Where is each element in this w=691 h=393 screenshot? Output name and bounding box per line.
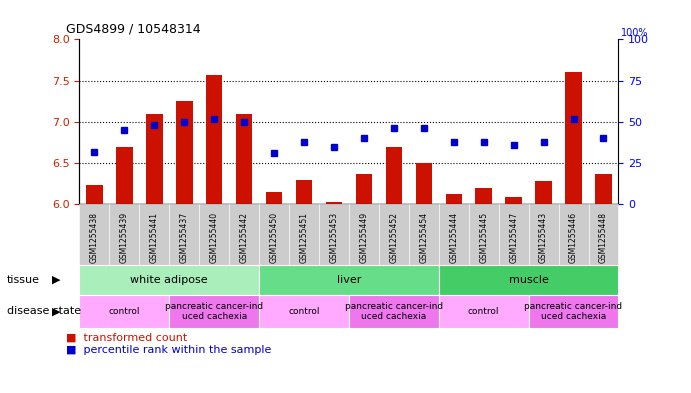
Text: GSM1255450: GSM1255450 (269, 212, 278, 263)
Text: control: control (108, 307, 140, 316)
Text: GSM1255444: GSM1255444 (449, 212, 458, 263)
Text: GSM1255438: GSM1255438 (90, 212, 99, 263)
Bar (296, 180, 312, 204)
Text: GSM1255447: GSM1255447 (509, 212, 518, 263)
Bar (146, 114, 162, 204)
Bar (446, 194, 462, 204)
Bar (206, 75, 223, 204)
Text: white adipose: white adipose (131, 275, 208, 285)
Text: 100%: 100% (621, 28, 649, 38)
Text: GSM1255437: GSM1255437 (180, 212, 189, 263)
Text: ▶: ▶ (52, 275, 60, 285)
Text: GSM1255443: GSM1255443 (539, 212, 548, 263)
Text: GDS4899 / 10548314: GDS4899 / 10548314 (66, 22, 200, 35)
Text: GSM1255454: GSM1255454 (419, 212, 428, 263)
Text: GSM1255445: GSM1255445 (479, 212, 489, 263)
Text: tissue: tissue (7, 275, 40, 285)
Bar (176, 101, 193, 204)
Bar (595, 174, 612, 204)
Text: control: control (468, 307, 500, 316)
Bar (325, 202, 342, 204)
Bar (505, 197, 522, 204)
Bar (266, 192, 283, 204)
Text: ■  percentile rank within the sample: ■ percentile rank within the sample (66, 345, 271, 355)
Bar (475, 188, 492, 204)
Bar (415, 163, 432, 204)
Text: control: control (288, 307, 320, 316)
Text: ■  transformed count: ■ transformed count (66, 333, 187, 343)
Bar (356, 174, 372, 204)
Bar (236, 114, 252, 204)
Text: pancreatic cancer-ind
uced cachexia: pancreatic cancer-ind uced cachexia (524, 302, 623, 321)
Text: GSM1255440: GSM1255440 (209, 212, 219, 263)
Text: GSM1255449: GSM1255449 (359, 212, 368, 263)
Text: pancreatic cancer-ind
uced cachexia: pancreatic cancer-ind uced cachexia (345, 302, 443, 321)
Text: pancreatic cancer-ind
uced cachexia: pancreatic cancer-ind uced cachexia (165, 302, 263, 321)
Bar (565, 72, 582, 204)
Text: GSM1255452: GSM1255452 (389, 212, 399, 263)
Text: GSM1255441: GSM1255441 (150, 212, 159, 263)
Text: muscle: muscle (509, 275, 549, 285)
Text: liver: liver (337, 275, 361, 285)
Text: ▶: ▶ (52, 307, 60, 316)
Text: GSM1255442: GSM1255442 (240, 212, 249, 263)
Bar (86, 185, 103, 204)
Bar (536, 181, 552, 204)
Text: disease state: disease state (7, 307, 81, 316)
Text: GSM1255448: GSM1255448 (599, 212, 608, 263)
Text: GSM1255453: GSM1255453 (330, 212, 339, 263)
Bar (116, 147, 133, 204)
Text: GSM1255446: GSM1255446 (569, 212, 578, 263)
Text: GSM1255439: GSM1255439 (120, 212, 129, 263)
Text: GSM1255451: GSM1255451 (299, 212, 309, 263)
Bar (386, 147, 402, 204)
